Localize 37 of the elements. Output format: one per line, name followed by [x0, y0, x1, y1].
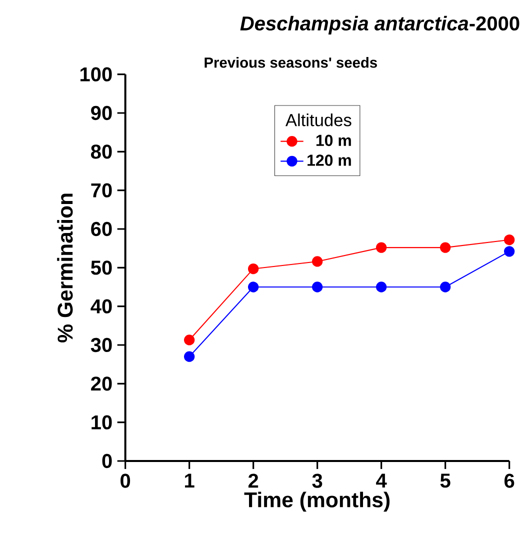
x-tick-label: 2: [248, 474, 258, 488]
y-tick-label: 30: [90, 338, 112, 352]
chart-title: Deschampsia antarctica-2000: [240, 16, 520, 34]
point: [504, 234, 515, 246]
y-tick-label: 0: [102, 454, 112, 468]
y-tick-label: 60: [91, 222, 112, 236]
legend-title: Altitudes: [285, 114, 352, 126]
x-tick-label: 6: [504, 474, 514, 488]
legend-label: 10 m: [316, 134, 351, 146]
point: [440, 282, 451, 292]
y-tick-label: 40: [90, 299, 112, 314]
point: [184, 351, 195, 362]
x-tick-label: 5: [440, 474, 450, 488]
point: [312, 256, 323, 267]
point: [376, 242, 387, 253]
y-axis-title: % Germination: [57, 194, 73, 342]
x-tick-label: 3: [312, 474, 322, 488]
point: [504, 246, 515, 257]
point: [440, 242, 451, 253]
y-tick-label: 10: [92, 415, 112, 430]
x-tick-label: 4: [376, 474, 387, 488]
y-tick-label: 90: [91, 106, 112, 120]
y-tick-label: 20: [91, 376, 112, 391]
legend-label: 120 m: [308, 154, 351, 166]
point: [184, 334, 195, 346]
point: [248, 263, 259, 274]
x-tick-label: 1: [185, 474, 194, 488]
y-tick-label: 80: [91, 144, 112, 159]
point: [376, 282, 387, 292]
point: [312, 282, 323, 292]
x-tick-label: 0: [120, 474, 130, 488]
x-axis-title: Time (months): [244, 492, 390, 512]
y-tick-label: 50: [90, 260, 112, 275]
point: [248, 282, 259, 292]
chart-subtitle: Previous seasons' seeds: [204, 57, 377, 68]
y-tick-label: 70: [91, 183, 112, 198]
y-tick-label: 100: [80, 67, 112, 82]
